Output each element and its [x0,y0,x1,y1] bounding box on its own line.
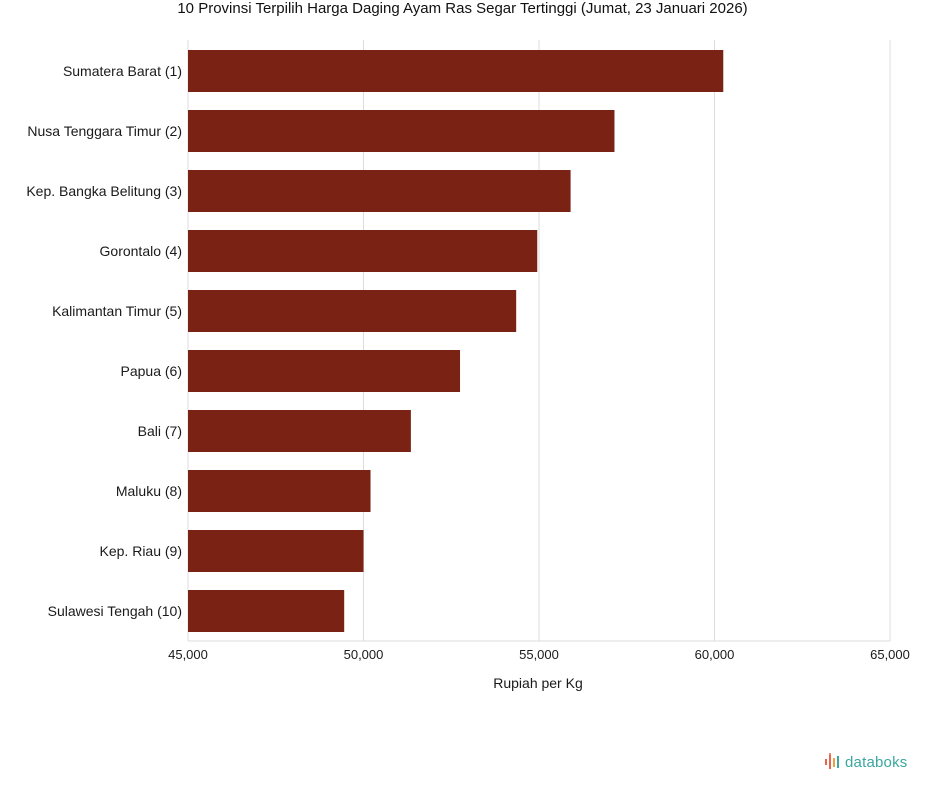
category-label: Maluku (8) [116,483,182,499]
x-tick-label: 65,000 [870,647,910,662]
bar [188,50,724,92]
bar [188,110,615,152]
databoks-logo: databoks [824,753,907,771]
bar [188,530,364,572]
x-axis-ticks: 45,000 50,000 55,000 60,000 65,000 [168,647,910,662]
category-labels: Sumatera Barat (1) Nusa Tenggara Timur (2… [26,63,182,619]
x-tick-label: 45,000 [168,647,208,662]
category-label: Nusa Tenggara Timur (2) [27,123,182,139]
bar [188,410,411,452]
category-label: Gorontalo (4) [100,243,182,259]
bar [188,590,345,632]
bar [188,170,571,212]
bar [188,290,517,332]
bar [188,230,538,272]
bars [188,50,724,632]
category-label: Kep. Bangka Belitung (3) [26,183,182,199]
chart-title: 10 Provinsi Terpilih Harga Daging Ayam R… [177,0,748,17]
x-axis-title: Rupiah per Kg [493,675,583,691]
category-label: Sulawesi Tengah (10) [48,603,182,619]
x-tick-label: 55,000 [519,647,559,662]
bar [188,350,461,392]
category-label: Kalimantan Timur (5) [52,303,182,319]
category-label: Papua (6) [121,363,182,379]
category-label: Kep. Riau (9) [100,543,182,559]
x-tick-label: 60,000 [695,647,735,662]
x-tick-label: 50,000 [344,647,384,662]
category-label: Bali (7) [138,423,182,439]
bar [188,470,371,512]
category-label: Sumatera Barat (1) [63,63,182,79]
databoks-logo-icon [825,753,839,769]
brand-name: databoks [845,753,908,771]
